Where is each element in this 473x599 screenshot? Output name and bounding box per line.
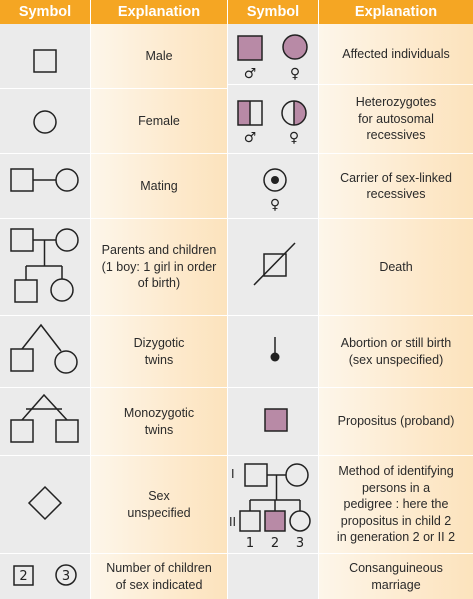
explanation-female: Female [91,89,227,153]
male-sign: ♂ [244,66,257,82]
explanation-sex-unspecified-text: Sex unspecified [127,489,191,520]
grid-line [227,0,228,599]
sex-unspecified-diamond-symbol [27,485,63,521]
explanation-monozygotic-twins: Monozygotic twins [91,388,227,455]
explanation-abortion-text: Abortion or still birth (sex unspecified… [340,336,452,367]
explanation-carrier-text: Carrier of sex-linked recessives [340,170,452,202]
male-sign: ♂ [244,130,257,146]
number-of-children-symbol: 2 3 [13,564,77,586]
monozygotic-twins-symbol [10,393,79,443]
female-sign: ♀ [290,66,300,82]
male-square-symbol [33,49,57,73]
explanation-parents-children-text: Parents and children (1 boy: 1 girl in o… [101,243,217,291]
explanation-number-of-children-text: Number of children of sex indicated [106,561,212,592]
explanation-monozygotic-twins-text: Monozygotic twins [123,406,195,437]
explanation-heterozygotes-text: Heterozygotes for autosomal recessives [355,95,437,143]
grid-line [228,84,473,85]
explanation-mating-text: Mating [140,178,178,193]
grid-line [0,387,473,388]
grid-line [0,88,227,89]
explanation-male-text: Male [145,48,173,63]
explanation-propositus: Propositus (proband) [319,388,473,455]
explanation-affected-text: Affected individuals [342,46,450,61]
death-symbol [253,242,296,286]
female-sign: ♀ [270,197,280,213]
explanation-mating: Mating [91,154,227,218]
generation-label-ii: II [229,515,236,529]
grid-line [0,455,473,456]
dizygotic-twins-symbol [10,323,78,374]
header-explanation-left: Explanation [91,0,227,24]
grid-line [0,553,473,554]
child-number-3: 3 [296,536,304,551]
explanation-number-of-children: Number of children of sex indicated [91,554,227,599]
female-sign: ♀ [289,130,299,146]
explanation-male: Male [91,24,227,88]
parents-children-symbol [10,228,79,303]
carrier-sex-linked-symbol: ♀ [263,168,287,213]
explanation-parents-children: Parents and children (1 boy: 1 girl in o… [91,219,227,315]
explanation-pedigree-identification-text: Method of identifying persons in a pedig… [336,464,456,545]
explanation-death-text: Death [379,259,413,274]
explanation-heterozygotes: Heterozygotes for autosomal recessives [319,85,473,153]
child-number-2: 2 [271,536,279,551]
propositus-symbol [264,408,288,432]
mating-symbol [10,168,79,192]
explanation-death: Death [319,219,473,315]
symbol-column-left [0,24,90,599]
explanation-consanguineous: Consanguineous marriage [319,554,473,599]
female-circle-symbol [33,110,57,134]
explanation-abortion: Abortion or still birth (sex unspecified… [319,316,473,387]
header-symbol-right: Symbol [228,0,318,24]
explanation-consanguineous-text: Consanguineous marriage [349,561,443,592]
grid-line [318,0,319,599]
heterozygotes-symbol: ♂ ♀ [237,100,307,146]
number-of-males-label: 2 [19,569,27,584]
explanation-propositus-text: Propositus (proband) [337,414,455,429]
affected-symbol: ♂ ♀ [237,34,308,82]
explanation-affected: Affected individuals [319,24,473,84]
header-explanation-right: Explanation [319,0,473,24]
explanation-sex-unspecified: Sex unspecified [91,456,227,553]
header-symbol-left: Symbol [0,0,90,24]
grid-line [90,0,91,599]
explanation-female-text: Female [138,113,180,128]
generation-label-i: I [231,467,235,481]
explanation-dizygotic-twins: Dizygotic twins [91,316,227,387]
grid-line [0,315,473,316]
number-of-females-label: 3 [62,569,70,584]
explanation-dizygotic-twins-text: Dizygotic twins [133,336,185,367]
explanation-pedigree-identification: Method of identifying persons in a pedig… [319,456,473,553]
child-number-1: 1 [246,536,254,551]
grid-line [0,153,473,154]
grid-line [0,218,473,219]
pedigree-identification-symbol: I II 1 2 3 [229,463,311,551]
explanation-carrier: Carrier of sex-linked recessives [319,154,473,218]
abortion-symbol [270,337,280,362]
